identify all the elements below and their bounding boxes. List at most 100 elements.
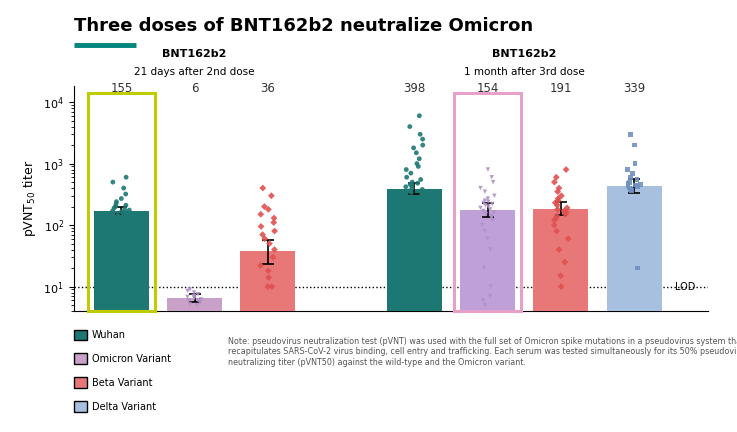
Text: 339: 339 <box>623 82 646 95</box>
Point <box>635 181 646 188</box>
Point <box>400 166 412 173</box>
Point <box>416 191 427 197</box>
Point <box>482 166 494 173</box>
Text: 154: 154 <box>477 82 499 95</box>
Point <box>118 240 130 247</box>
Point <box>622 182 634 189</box>
Text: Delta Variant: Delta Variant <box>92 401 156 412</box>
Point <box>116 235 128 242</box>
Point <box>415 176 427 183</box>
Text: 21 days after 2nd dose: 21 days after 2nd dose <box>134 67 255 77</box>
Point <box>257 184 269 191</box>
Point <box>551 228 562 235</box>
Text: LOD: LOD <box>674 282 695 292</box>
Text: 191: 191 <box>550 82 572 95</box>
Point <box>114 228 126 235</box>
Point <box>119 222 130 229</box>
Point <box>632 183 643 190</box>
Point <box>268 246 280 253</box>
Point <box>629 142 640 149</box>
Point <box>112 212 124 219</box>
Point <box>189 295 200 302</box>
Point <box>192 291 204 298</box>
Point <box>548 179 560 186</box>
Point <box>184 286 196 293</box>
Point <box>549 200 561 206</box>
Point <box>478 265 490 272</box>
Point <box>479 228 491 235</box>
Point <box>184 301 195 308</box>
Text: 6: 6 <box>191 82 198 95</box>
Point <box>110 200 122 207</box>
Point <box>413 112 425 119</box>
Point <box>259 235 270 242</box>
Point <box>256 231 268 238</box>
Point <box>262 206 274 213</box>
Point <box>264 240 276 247</box>
Bar <box>94 211 149 432</box>
Point <box>192 297 204 304</box>
Text: Beta Variant: Beta Variant <box>92 378 153 388</box>
Point <box>478 207 489 214</box>
Point <box>480 202 492 209</box>
Point <box>624 184 635 191</box>
Point <box>479 302 491 308</box>
Point <box>487 217 499 224</box>
Point <box>401 174 413 181</box>
Point <box>117 246 129 253</box>
Point <box>486 213 497 219</box>
Point <box>559 211 571 218</box>
Point <box>406 182 418 189</box>
Point <box>486 215 497 222</box>
Point <box>484 206 496 213</box>
Point <box>116 195 128 202</box>
Point <box>120 191 132 197</box>
Point <box>555 272 567 279</box>
Bar <box>88 93 155 311</box>
Point <box>551 206 563 213</box>
Point <box>479 188 491 195</box>
Point <box>195 298 206 305</box>
Point <box>400 183 412 190</box>
Point <box>622 180 634 187</box>
Point <box>552 195 564 202</box>
Point <box>486 174 497 181</box>
Point <box>263 274 275 281</box>
Point <box>120 202 132 209</box>
Point <box>551 174 562 181</box>
Point <box>411 160 423 167</box>
Point <box>556 192 567 199</box>
Point <box>408 144 419 151</box>
Point <box>121 209 133 216</box>
Text: Omicron Variant: Omicron Variant <box>92 354 171 364</box>
Point <box>560 166 572 173</box>
Point <box>416 186 428 193</box>
Point <box>405 170 417 177</box>
Point <box>551 202 563 209</box>
Point <box>191 302 203 308</box>
Point <box>183 297 195 304</box>
Point <box>123 213 135 219</box>
Point <box>629 160 641 167</box>
Y-axis label: pVNT$_{50}$ titer: pVNT$_{50}$ titer <box>21 160 38 237</box>
Bar <box>460 210 515 432</box>
Point <box>624 179 635 186</box>
Point <box>629 181 641 188</box>
Point <box>194 297 206 304</box>
Point <box>117 210 129 217</box>
Point <box>413 155 425 162</box>
Point <box>552 188 564 195</box>
Bar <box>607 186 662 432</box>
Point <box>119 211 131 218</box>
Point <box>483 203 495 210</box>
Point <box>481 235 493 242</box>
Point <box>553 246 565 253</box>
Point <box>548 222 560 229</box>
Point <box>626 170 638 177</box>
Point <box>486 200 498 207</box>
Point <box>414 131 426 138</box>
Point <box>413 163 425 170</box>
Point <box>553 184 565 191</box>
Point <box>484 292 496 299</box>
Point <box>551 213 562 219</box>
